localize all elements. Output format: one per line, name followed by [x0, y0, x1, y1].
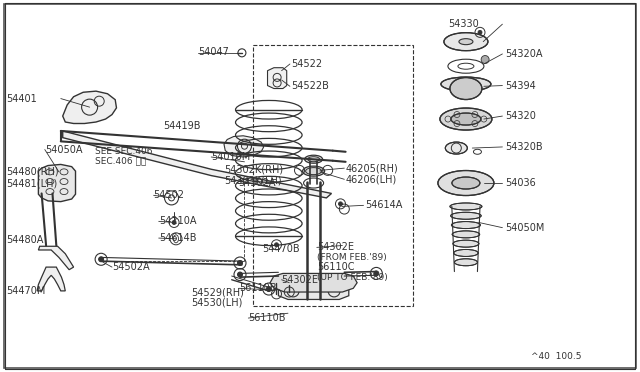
Text: 54050M: 54050M	[506, 223, 545, 232]
Text: 54401: 54401	[6, 94, 37, 103]
Ellipse shape	[453, 240, 479, 247]
Text: 46206(LH): 46206(LH)	[346, 174, 397, 184]
Text: 54010M: 54010M	[211, 152, 250, 162]
Text: 54302E: 54302E	[317, 243, 354, 252]
Ellipse shape	[450, 203, 482, 210]
Text: 54522: 54522	[291, 59, 323, 69]
Text: (FROM FEB.'89): (FROM FEB.'89)	[317, 253, 387, 262]
Ellipse shape	[438, 170, 494, 196]
Ellipse shape	[440, 108, 492, 130]
Circle shape	[478, 31, 482, 34]
PathPatch shape	[268, 68, 287, 89]
Text: ^40  100.5: ^40 100.5	[531, 352, 582, 361]
Circle shape	[481, 55, 489, 64]
Text: 54614B: 54614B	[159, 233, 196, 243]
Text: 54502A: 54502A	[112, 262, 150, 272]
Ellipse shape	[451, 212, 481, 219]
Bar	[253, 45, 413, 306]
Text: 46205(RH): 46205(RH)	[346, 163, 398, 173]
Text: 54502: 54502	[154, 190, 184, 200]
Text: 54614A: 54614A	[365, 201, 402, 210]
Text: 54394: 54394	[506, 81, 536, 90]
Text: 54470B: 54470B	[262, 244, 300, 254]
Ellipse shape	[452, 231, 479, 238]
Text: 54302K(RH): 54302K(RH)	[224, 164, 283, 174]
Text: 54047: 54047	[198, 47, 229, 57]
Ellipse shape	[454, 259, 477, 266]
Circle shape	[237, 260, 243, 266]
PathPatch shape	[278, 282, 349, 299]
Circle shape	[99, 257, 104, 262]
Text: 54481(LH): 54481(LH)	[6, 178, 58, 188]
Ellipse shape	[444, 33, 488, 51]
PathPatch shape	[63, 91, 116, 124]
Text: 54529(RH): 54529(RH)	[191, 287, 244, 297]
PathPatch shape	[270, 273, 357, 292]
Ellipse shape	[445, 142, 467, 154]
Circle shape	[275, 243, 278, 247]
Ellipse shape	[303, 166, 324, 176]
Ellipse shape	[454, 250, 478, 256]
Text: 54302E: 54302E	[282, 275, 319, 285]
Text: 54330: 54330	[448, 19, 479, 29]
Ellipse shape	[305, 155, 323, 163]
Text: 56110B: 56110B	[239, 283, 276, 293]
Text: SEE SEC.406: SEE SEC.406	[95, 147, 152, 156]
Text: 54303K(LH): 54303K(LH)	[224, 176, 282, 185]
Ellipse shape	[451, 222, 481, 228]
Text: (UP TO FEB.'89): (UP TO FEB.'89)	[317, 273, 388, 282]
PathPatch shape	[224, 136, 264, 157]
Circle shape	[374, 271, 379, 276]
Text: 56110C: 56110C	[317, 262, 355, 272]
Ellipse shape	[441, 77, 491, 91]
Circle shape	[237, 272, 243, 277]
Ellipse shape	[459, 39, 473, 45]
Ellipse shape	[451, 113, 481, 125]
Text: 54050A: 54050A	[45, 145, 83, 154]
Text: 54036: 54036	[506, 178, 536, 188]
Text: 54320B: 54320B	[506, 142, 543, 152]
Circle shape	[266, 286, 271, 292]
PathPatch shape	[38, 164, 76, 202]
Text: 54480(RH): 54480(RH)	[6, 167, 59, 177]
PathPatch shape	[37, 267, 65, 291]
Text: 54419B: 54419B	[163, 122, 201, 131]
Text: 54320A: 54320A	[506, 49, 543, 59]
Circle shape	[339, 202, 342, 206]
Text: 54522B: 54522B	[291, 81, 329, 91]
PathPatch shape	[38, 246, 74, 270]
Text: 54470M: 54470M	[6, 286, 46, 296]
Ellipse shape	[452, 177, 480, 189]
Text: 54320: 54320	[506, 111, 536, 121]
Text: 54480A: 54480A	[6, 235, 44, 245]
Text: 54530(LH): 54530(LH)	[191, 297, 242, 307]
Text: SEC.406 参照: SEC.406 参照	[95, 156, 146, 165]
PathPatch shape	[63, 131, 332, 198]
Text: 54302A: 54302A	[238, 178, 276, 188]
Text: 56110B: 56110B	[248, 313, 286, 323]
Circle shape	[172, 221, 176, 224]
Text: 54210A: 54210A	[159, 217, 196, 226]
Ellipse shape	[450, 77, 482, 100]
